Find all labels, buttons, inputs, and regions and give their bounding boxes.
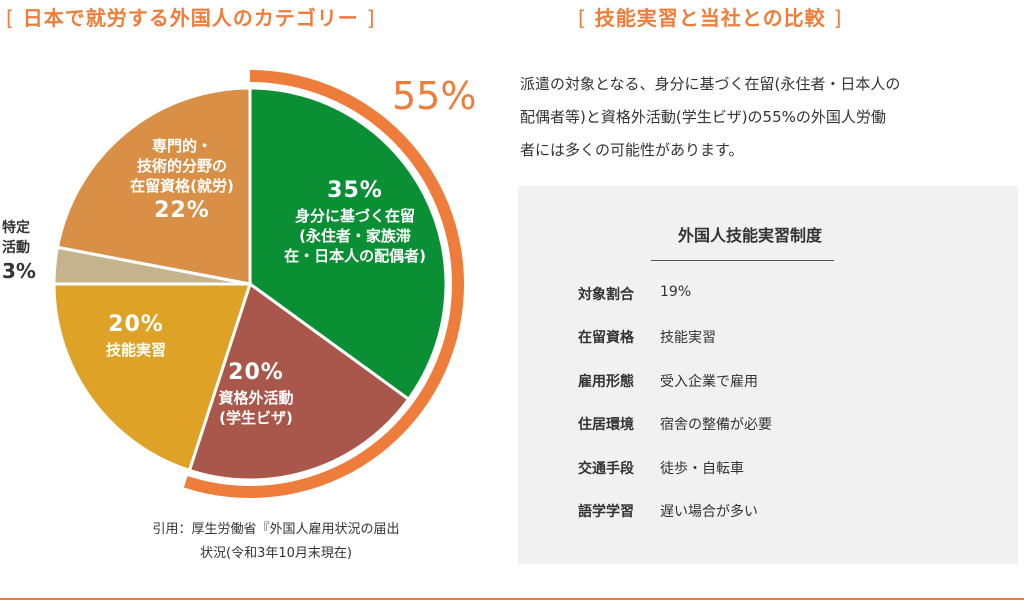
slice-percent: 20% — [108, 312, 164, 337]
slice-label-line: 身分に基づく在留 — [294, 207, 415, 225]
info-row-value: 遅い場合が多い — [660, 504, 758, 520]
info-row-key: 交通手段 — [578, 461, 634, 477]
slice-label-line: 専門的・ — [151, 137, 212, 155]
info-row-key: 住居環境 — [578, 417, 634, 433]
intro-line: 配偶者等)と資格外活動(学生ビザ)の55%の外国人労働 — [520, 108, 886, 126]
slice-percent: 35% — [327, 178, 383, 203]
slice-label-line: (学生ビザ) — [219, 409, 293, 427]
intro-paragraph: 派遣の対象となる、身分に基づく在留(永住者・日本人の 配偶者等)と資格外活動(学… — [520, 68, 1010, 167]
info-row-key: 在留資格 — [578, 330, 634, 346]
slice-label-line: 技能実習 — [105, 341, 166, 359]
chart-section-title: 日本で就労する外国人のカテゴリー — [22, 6, 359, 30]
slice-label-line: 活動 — [2, 240, 30, 256]
info-row: 在留資格 技能実習 — [560, 327, 980, 357]
info-row-value: 徒歩・自転車 — [660, 461, 744, 477]
slice-label-status-based: 35% 身分に基づく在留 (永住者・家族滞 在・日本人の配偶者) — [270, 176, 440, 266]
slice-percent: 3% — [2, 259, 36, 283]
info-title-underline — [651, 260, 834, 261]
slice-label-line: 在・日本人の配偶者) — [284, 247, 426, 265]
info-row: 交通手段 徒歩・自転車 — [560, 458, 980, 488]
slice-percent: 22% — [154, 198, 210, 223]
pie-chart — [48, 70, 465, 499]
bracket-close: ] — [366, 6, 376, 30]
pie-slice-4 — [55, 86, 252, 286]
pie-slice-0 — [248, 86, 448, 402]
source-note-line: 引用：厚生労働省『外国人雇用状況の届出 — [152, 522, 400, 537]
highlight-percent: 55% — [392, 74, 477, 118]
pie-slice-1 — [187, 281, 411, 482]
info-row-value: 技能実習 — [660, 330, 716, 346]
slice-label-line: 資格外活動 — [218, 389, 294, 407]
info-row-value: 19% — [660, 284, 692, 300]
source-note: 引用：厚生労働省『外国人雇用状況の届出 状況(令和3年10月末現在) — [96, 518, 456, 566]
intro-line: 派遣の対象となる、身分に基づく在留(永住者・日本人の — [520, 75, 901, 93]
slice-label-non-qualified-activity: 20% 資格外活動 (学生ビザ) — [196, 358, 316, 428]
slice-label-line: 在留資格(就労) — [130, 177, 234, 195]
info-row-key: 雇用形態 — [578, 374, 634, 390]
bracket-open: [ — [6, 6, 15, 30]
info-row-key: 対象割合 — [578, 287, 634, 303]
slice-percent: 20% — [228, 360, 284, 385]
comparison-info-box: 外国人技能実習制度 対象割合 19% 在留資格 技能実習 雇用形態 受入企業で雇… — [518, 186, 1018, 564]
info-row-value: 受入企業で雇用 — [660, 374, 758, 390]
bottom-divider — [0, 598, 1024, 600]
bracket-close: ] — [833, 6, 843, 30]
slice-label-line: (永住者・家族滞 — [299, 227, 411, 245]
info-row: 対象割合 19% — [560, 284, 980, 314]
slice-label-line: 技術的分野の — [136, 157, 227, 175]
slice-label-designated-activities: 特定 活動 3% — [2, 218, 36, 284]
info-row: 雇用形態 受入企業で雇用 — [560, 371, 980, 401]
info-row: 住居環境 宿舎の整備が必要 — [560, 414, 980, 444]
info-row: 語学学習 遅い場合が多い — [560, 501, 980, 531]
comparison-section-title: 技能実習と当社との比較 — [594, 6, 826, 30]
source-note-line: 状況(令和3年10月末現在) — [200, 546, 352, 561]
chart-section-heading: [ 日本で就労する外国人のカテゴリー ] — [6, 2, 376, 31]
slice-label-line: 特定 — [2, 220, 30, 236]
slice-label-specialist: 専門的・ 技術的分野の 在留資格(就労) 22% — [112, 136, 252, 226]
bracket-open: [ — [578, 6, 587, 30]
info-box-title: 外国人技能実習制度 — [677, 226, 822, 245]
intro-line: 者には多くの可能性があります。 — [520, 141, 744, 159]
slice-label-technical-intern: 20% 技能実習 — [86, 310, 186, 360]
comparison-section-heading: [ 技能実習と当社との比較 ] — [578, 2, 842, 31]
info-row-key: 語学学習 — [578, 504, 634, 520]
info-row-value: 宿舎の整備が必要 — [660, 417, 772, 433]
pie-slice-2 — [52, 282, 253, 473]
